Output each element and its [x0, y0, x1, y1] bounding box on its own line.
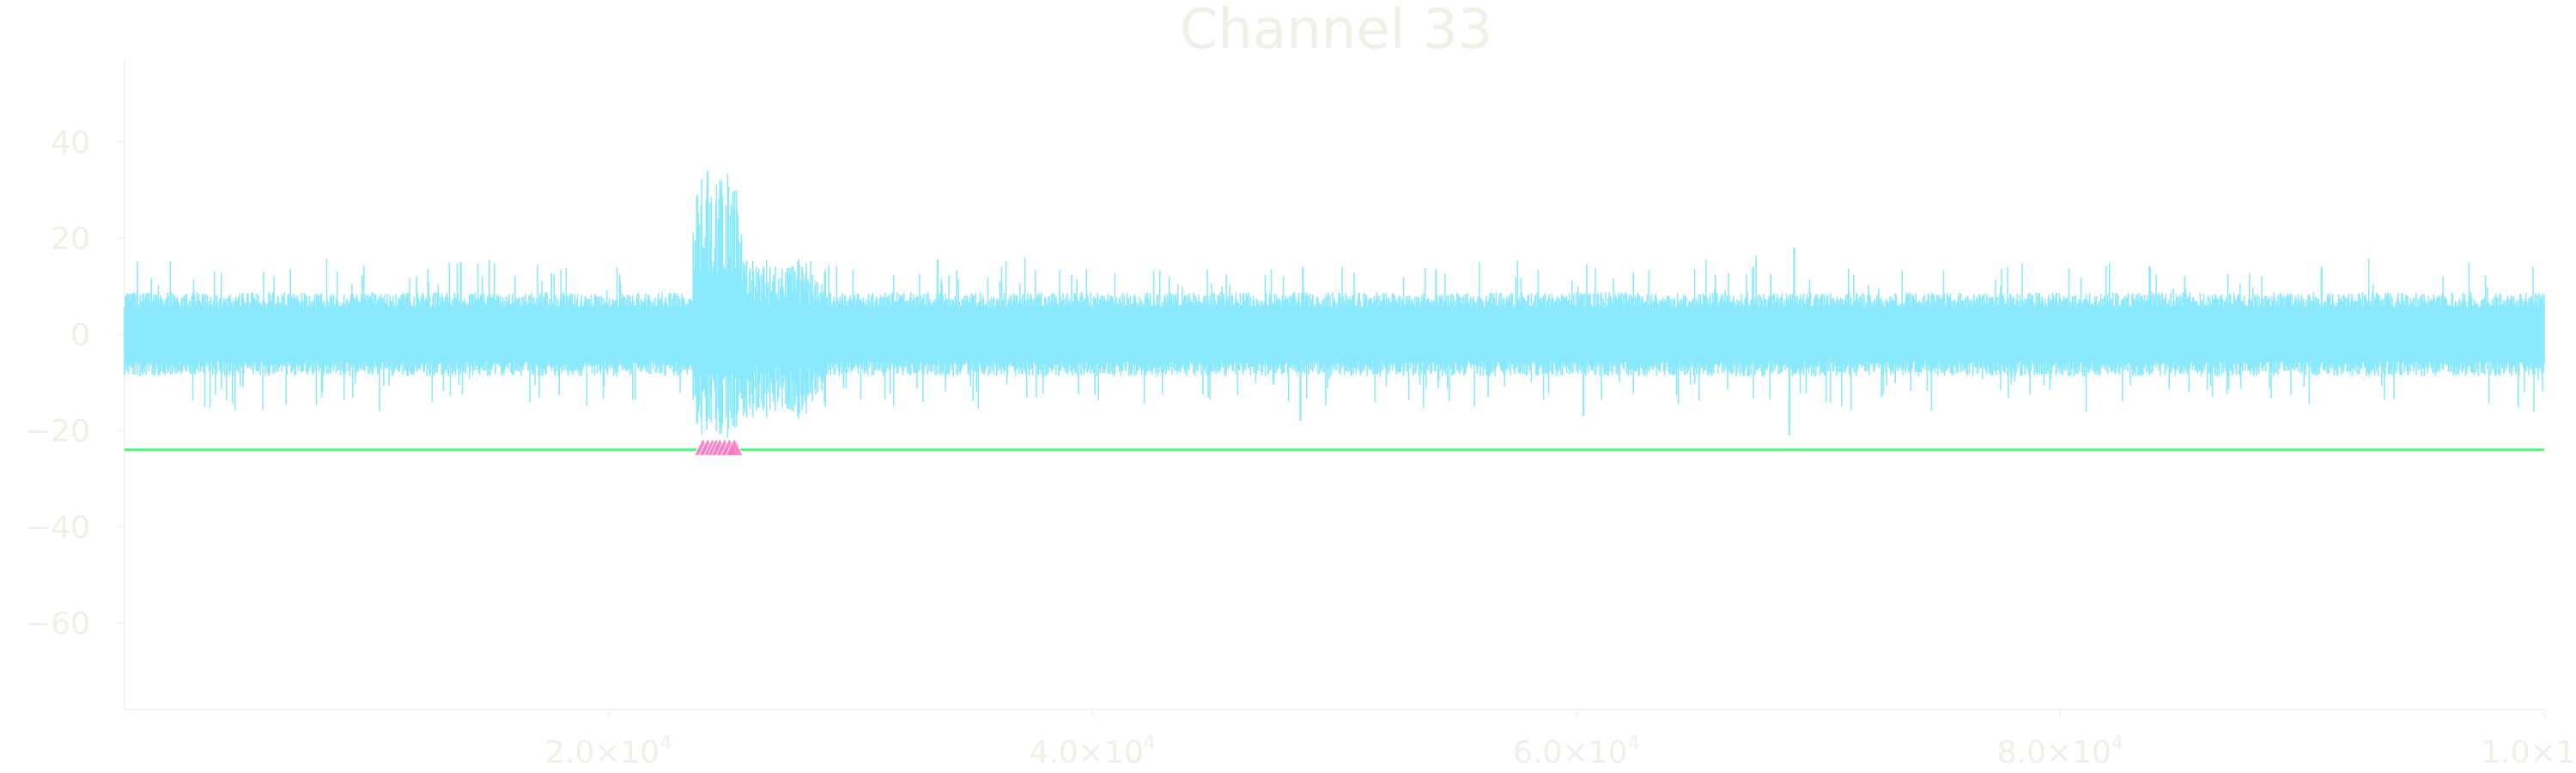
y-tick-label: 0 — [70, 318, 90, 353]
y-tick-label: 40 — [51, 125, 90, 161]
x-tick-label: 1.0×105 — [2481, 733, 2576, 770]
x-tick-label: 4.0×104 — [1030, 733, 1156, 770]
spike-marker — [725, 437, 744, 456]
y-tick-label: −60 — [25, 606, 90, 642]
x-tick-label: 8.0×104 — [1997, 733, 2123, 770]
y-tick-label: −20 — [25, 414, 90, 449]
y-tick-label: −40 — [25, 510, 90, 545]
chart-title: Channel 33 — [1180, 0, 1493, 62]
x-tick-label: 2.0×104 — [545, 733, 671, 770]
signal-trace — [124, 174, 2545, 438]
x-axis: 2.0×104 4.0×104 6.0×104 8.0×104 1.0×105 — [125, 709, 2576, 770]
x-tick-label: 6.0×104 — [1513, 733, 1639, 770]
y-axis: 40 20 0 −20 −40 −60 — [25, 60, 125, 709]
y-tick-label: 20 — [51, 222, 90, 257]
plot-area — [124, 170, 2545, 456]
signal-band — [125, 313, 2544, 355]
